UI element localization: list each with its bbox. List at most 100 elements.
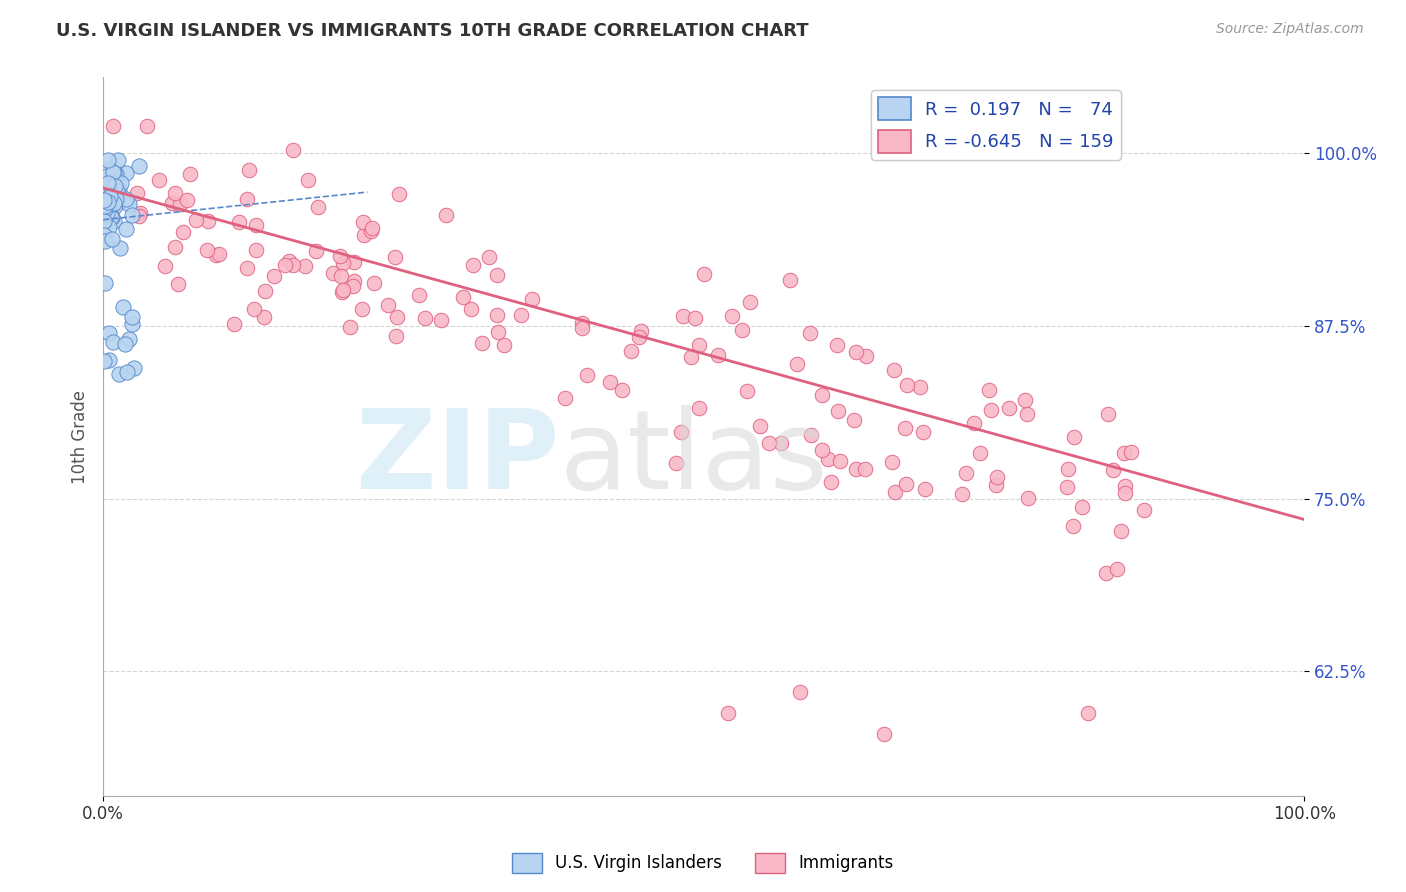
Point <box>434 208 457 222</box>
Point <box>121 310 143 325</box>
Point <box>1070 500 1092 515</box>
Point <box>93 354 115 368</box>
Point <box>114 337 136 351</box>
Point <box>387 186 409 201</box>
Point <box>810 388 832 402</box>
Point <box>770 435 793 450</box>
Point <box>98 189 121 203</box>
Point <box>363 277 385 291</box>
Point <box>969 446 991 460</box>
Point <box>93 184 115 198</box>
Point <box>94 185 117 199</box>
Point <box>100 186 122 201</box>
Point <box>842 413 865 427</box>
Point <box>361 221 384 235</box>
Point <box>688 337 710 351</box>
Point <box>486 268 509 283</box>
Point <box>93 170 115 185</box>
Point <box>610 383 633 397</box>
Point <box>413 310 436 325</box>
Point <box>494 338 516 352</box>
Point <box>576 368 599 382</box>
Point <box>307 200 329 214</box>
Point <box>105 192 128 206</box>
Point <box>195 243 218 257</box>
Point <box>1015 407 1038 421</box>
Point <box>1062 519 1084 533</box>
Point <box>97 176 120 190</box>
Point <box>332 284 354 298</box>
Point <box>758 436 780 450</box>
Point <box>128 159 150 173</box>
Point <box>93 195 115 210</box>
Point <box>630 324 652 338</box>
Point <box>1105 562 1128 576</box>
Point <box>224 317 246 331</box>
Point <box>208 247 231 261</box>
Point <box>94 193 117 207</box>
Point <box>101 186 124 200</box>
Point <box>343 274 366 288</box>
Point <box>104 179 127 194</box>
Point <box>273 258 295 272</box>
Point <box>1114 479 1136 493</box>
Point <box>101 211 124 225</box>
Point <box>789 685 811 699</box>
Point <box>820 475 842 489</box>
Point <box>451 290 474 304</box>
Point <box>914 482 936 496</box>
Point <box>96 179 118 194</box>
Point <box>688 401 710 415</box>
Point <box>883 362 905 376</box>
Point <box>461 258 484 272</box>
Point <box>717 706 740 720</box>
Point <box>297 173 319 187</box>
Point <box>121 208 143 222</box>
Point <box>105 184 128 198</box>
Point <box>683 311 706 326</box>
Point <box>738 294 761 309</box>
Point <box>735 384 758 398</box>
Point <box>1112 446 1135 460</box>
Point <box>103 195 125 210</box>
Point <box>93 227 115 242</box>
Y-axis label: 10th Grade: 10th Grade <box>72 390 89 483</box>
Point <box>263 269 285 284</box>
Point <box>281 143 304 157</box>
Point <box>101 232 124 246</box>
Point <box>110 176 132 190</box>
Point <box>121 317 143 331</box>
Point <box>342 278 364 293</box>
Point <box>350 302 373 317</box>
Point <box>1077 706 1099 720</box>
Point <box>97 194 120 209</box>
Point <box>91 211 114 226</box>
Point <box>873 726 896 740</box>
Point <box>103 165 125 179</box>
Point <box>97 153 120 168</box>
Point <box>669 425 692 440</box>
Legend: U.S. Virgin Islanders, Immigrants: U.S. Virgin Islanders, Immigrants <box>505 847 901 880</box>
Point <box>96 169 118 183</box>
Point <box>485 308 508 322</box>
Point <box>799 326 821 341</box>
Point <box>97 194 120 208</box>
Point <box>97 179 120 194</box>
Point <box>817 452 839 467</box>
Point <box>115 222 138 236</box>
Point <box>980 402 1002 417</box>
Point <box>1095 566 1118 580</box>
Point <box>377 298 399 312</box>
Point <box>245 243 267 257</box>
Point <box>896 377 918 392</box>
Point <box>1017 491 1039 505</box>
Point <box>330 285 353 299</box>
Point <box>825 338 848 352</box>
Point <box>352 214 374 228</box>
Point <box>827 404 849 418</box>
Point <box>125 186 148 201</box>
Point <box>245 218 267 232</box>
Point <box>136 119 159 133</box>
Point <box>339 320 361 334</box>
Point <box>118 197 141 211</box>
